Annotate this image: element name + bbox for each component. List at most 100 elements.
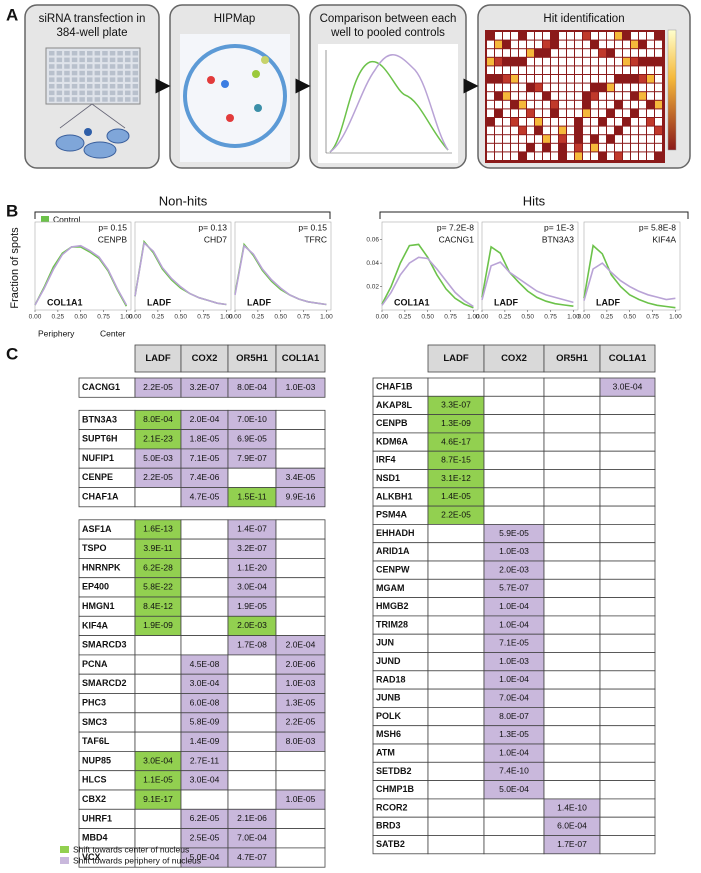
spot: [207, 76, 215, 84]
heat-cell: [583, 75, 590, 83]
p-value-cell: 1.5E-11: [237, 491, 266, 501]
heat-cell: [599, 118, 606, 126]
value-cell: [543, 395, 601, 415]
spot: [252, 70, 260, 78]
p-value-cell: 3.0E-04: [190, 678, 220, 688]
heat-cell: [543, 109, 550, 117]
x-tick-label: 0.25: [499, 314, 512, 321]
value-cell: [427, 377, 485, 397]
measure-label: LADF: [596, 297, 620, 307]
heat-cell: [567, 83, 574, 92]
heat-cell: [487, 109, 494, 117]
heat-cell: [495, 109, 502, 117]
well: [64, 77, 70, 82]
heat-cell: [543, 100, 550, 109]
panel-c-legend: [60, 846, 69, 864]
well: [71, 77, 78, 82]
gene-name: ASF1A: [82, 524, 112, 534]
heat-cell: [655, 135, 662, 143]
well: [109, 57, 116, 63]
step-title: 384-well plate: [57, 27, 128, 39]
heat-cell: [623, 126, 630, 135]
heat-cell: [551, 92, 558, 100]
value-cell: [599, 707, 656, 727]
well: [132, 64, 139, 69]
heat-cell: [575, 100, 582, 109]
gene-name: RAD18: [376, 674, 406, 684]
heat-cell: [495, 126, 502, 135]
gene-name: ARID1A: [376, 546, 410, 556]
value-cell: [543, 414, 601, 434]
p-value-cell: 3.2E-07: [190, 382, 220, 392]
well: [117, 70, 123, 76]
header-cell: [180, 344, 229, 373]
gene-name: JUN: [376, 638, 394, 648]
heat-cell: [527, 109, 534, 117]
value-cell: [483, 450, 545, 470]
heat-cell: [511, 126, 518, 135]
value-cell: [599, 688, 656, 708]
heat-cell: [655, 75, 662, 83]
value-cell: [543, 578, 601, 598]
heat-cell: [527, 75, 534, 83]
well: [49, 70, 55, 76]
value-cell: [599, 542, 656, 562]
heat-cell: [567, 135, 574, 143]
heat-cell: [623, 49, 630, 57]
value-cell: [134, 673, 182, 694]
value-cell: [227, 770, 277, 791]
heat-cell: [567, 57, 574, 66]
heat-cell: [639, 126, 646, 135]
heat-cell: [655, 83, 662, 92]
heat-cell: [599, 126, 606, 135]
gene-name: SATB2: [376, 839, 405, 849]
gene-name: AKAP8L: [376, 400, 413, 410]
p-value-cell: 1.0E-03: [499, 546, 529, 556]
value-cell: [275, 538, 326, 559]
gene-name: SMARCD3: [82, 640, 127, 650]
well: [125, 84, 131, 89]
heat-cell: [487, 135, 494, 143]
well: [102, 64, 108, 69]
heat-cell: [567, 92, 574, 100]
gene-name: HMGB2: [376, 601, 409, 611]
panel-letter: A: [6, 5, 18, 24]
heat-cell: [575, 109, 582, 117]
value-cell: [427, 524, 485, 544]
heat-cell: [583, 92, 590, 100]
well: [56, 57, 63, 63]
heat-cell: [607, 83, 614, 92]
legend-swatch: [41, 216, 49, 223]
gene-name: CENPE: [82, 472, 113, 482]
heat-cell: [511, 75, 518, 83]
heat-cell: [647, 57, 654, 66]
p-value-cell: 5.7E-07: [499, 583, 529, 593]
heat-cell: [511, 49, 518, 57]
well: [94, 70, 101, 76]
gene-name: NUFIP1: [82, 453, 114, 463]
gene-label: TFRC: [304, 234, 327, 244]
well: [132, 90, 139, 96]
heat-cell: [631, 75, 638, 83]
value-cell: [599, 578, 656, 598]
heat-cell: [527, 49, 534, 57]
well: [117, 84, 123, 89]
value-cell: [427, 688, 485, 708]
p-value-cell: 1.0E-04: [499, 601, 529, 611]
heat-cell: [543, 66, 550, 74]
gene-name: CENPB: [376, 418, 408, 428]
value-cell: [227, 693, 277, 714]
heat-cell: [655, 126, 662, 135]
heat-cell: [591, 57, 598, 66]
well: [125, 51, 131, 56]
x-tick-label: 0.50: [421, 314, 434, 321]
p-value-cell: 1.0E-04: [499, 747, 529, 757]
gene-name: JUNB: [376, 693, 401, 703]
heat-cell: [503, 109, 510, 117]
heat-cell: [543, 143, 550, 152]
heat-cell: [607, 152, 614, 160]
value-cell: [134, 808, 182, 829]
well: [125, 90, 131, 96]
plate-wells: [49, 51, 139, 102]
heat-cell: [599, 100, 606, 109]
